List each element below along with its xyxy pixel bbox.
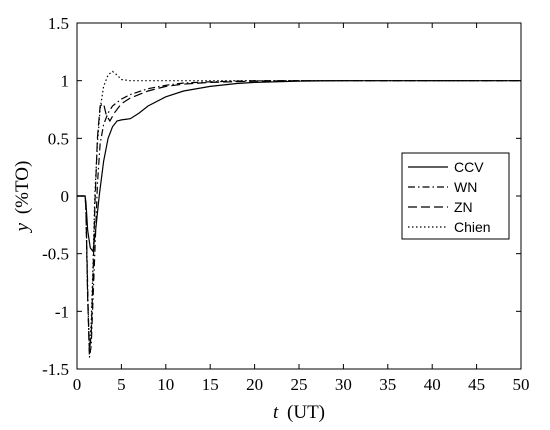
y-tick-label: -0.5 bbox=[42, 245, 69, 264]
y-tick-label: 0.5 bbox=[48, 129, 69, 148]
y-axis-unit: (%TO) bbox=[12, 161, 33, 214]
x-axis-variable: t bbox=[273, 402, 279, 423]
x-tick-label: 5 bbox=[117, 375, 126, 394]
x-tick-label: 50 bbox=[513, 375, 530, 394]
legend-label-ccv: CCV bbox=[454, 159, 484, 175]
x-tick-label: 0 bbox=[73, 375, 82, 394]
y-tick-label: 1.5 bbox=[48, 14, 69, 33]
x-tick-label: 45 bbox=[468, 375, 485, 394]
y-tick-label: 1 bbox=[61, 72, 70, 91]
legend-label-zn: ZN bbox=[454, 199, 473, 215]
legend-label-wn: WN bbox=[454, 179, 477, 195]
x-tick-label: 30 bbox=[335, 375, 352, 394]
x-axis-unit: (UT) bbox=[287, 402, 325, 423]
x-tick-label: 40 bbox=[424, 375, 441, 394]
series-line-ccv bbox=[77, 80, 521, 253]
y-tick-label: 0 bbox=[61, 187, 70, 206]
x-tick-label: 10 bbox=[157, 375, 174, 394]
x-axis-label: t (UT) bbox=[273, 402, 325, 423]
legend-label-chien: Chien bbox=[454, 219, 491, 235]
x-tick-label: 15 bbox=[202, 375, 219, 394]
y-axis-label: y (%TO) bbox=[12, 161, 33, 234]
y-axis-variable: y bbox=[12, 222, 33, 233]
x-tick-label: 20 bbox=[246, 375, 263, 394]
y-tick-label: -1.5 bbox=[42, 360, 69, 379]
x-tick-label: 35 bbox=[379, 375, 396, 394]
y-tick-label: -1 bbox=[55, 302, 69, 321]
tick-layer: 0 5 10 15 20 25 30 35 40 45 50 -1.5 -1 -0.5 0 0.5 1 1.5 bbox=[42, 14, 529, 394]
x-tick-label: 25 bbox=[291, 375, 308, 394]
legend: CCV WN ZN Chien bbox=[401, 152, 510, 240]
plot-layer bbox=[77, 70, 521, 358]
